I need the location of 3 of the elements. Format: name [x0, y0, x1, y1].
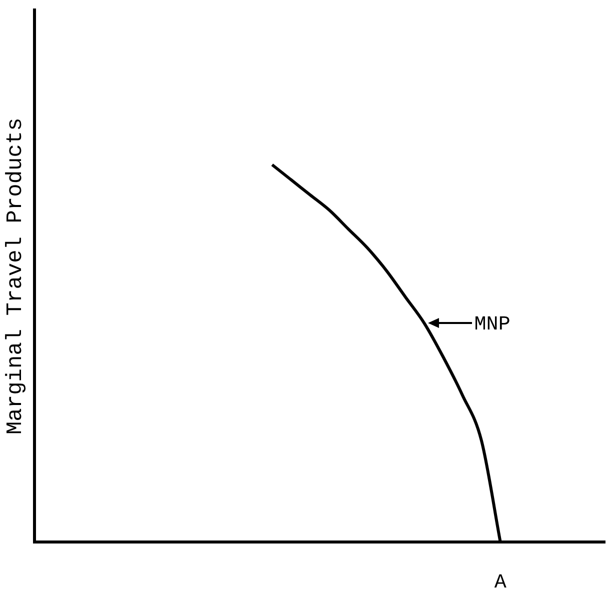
annotation: MNP — [474, 314, 510, 337]
y-axis-title: Marginal Travel Products — [3, 118, 28, 435]
text: A — [494, 571, 506, 594]
